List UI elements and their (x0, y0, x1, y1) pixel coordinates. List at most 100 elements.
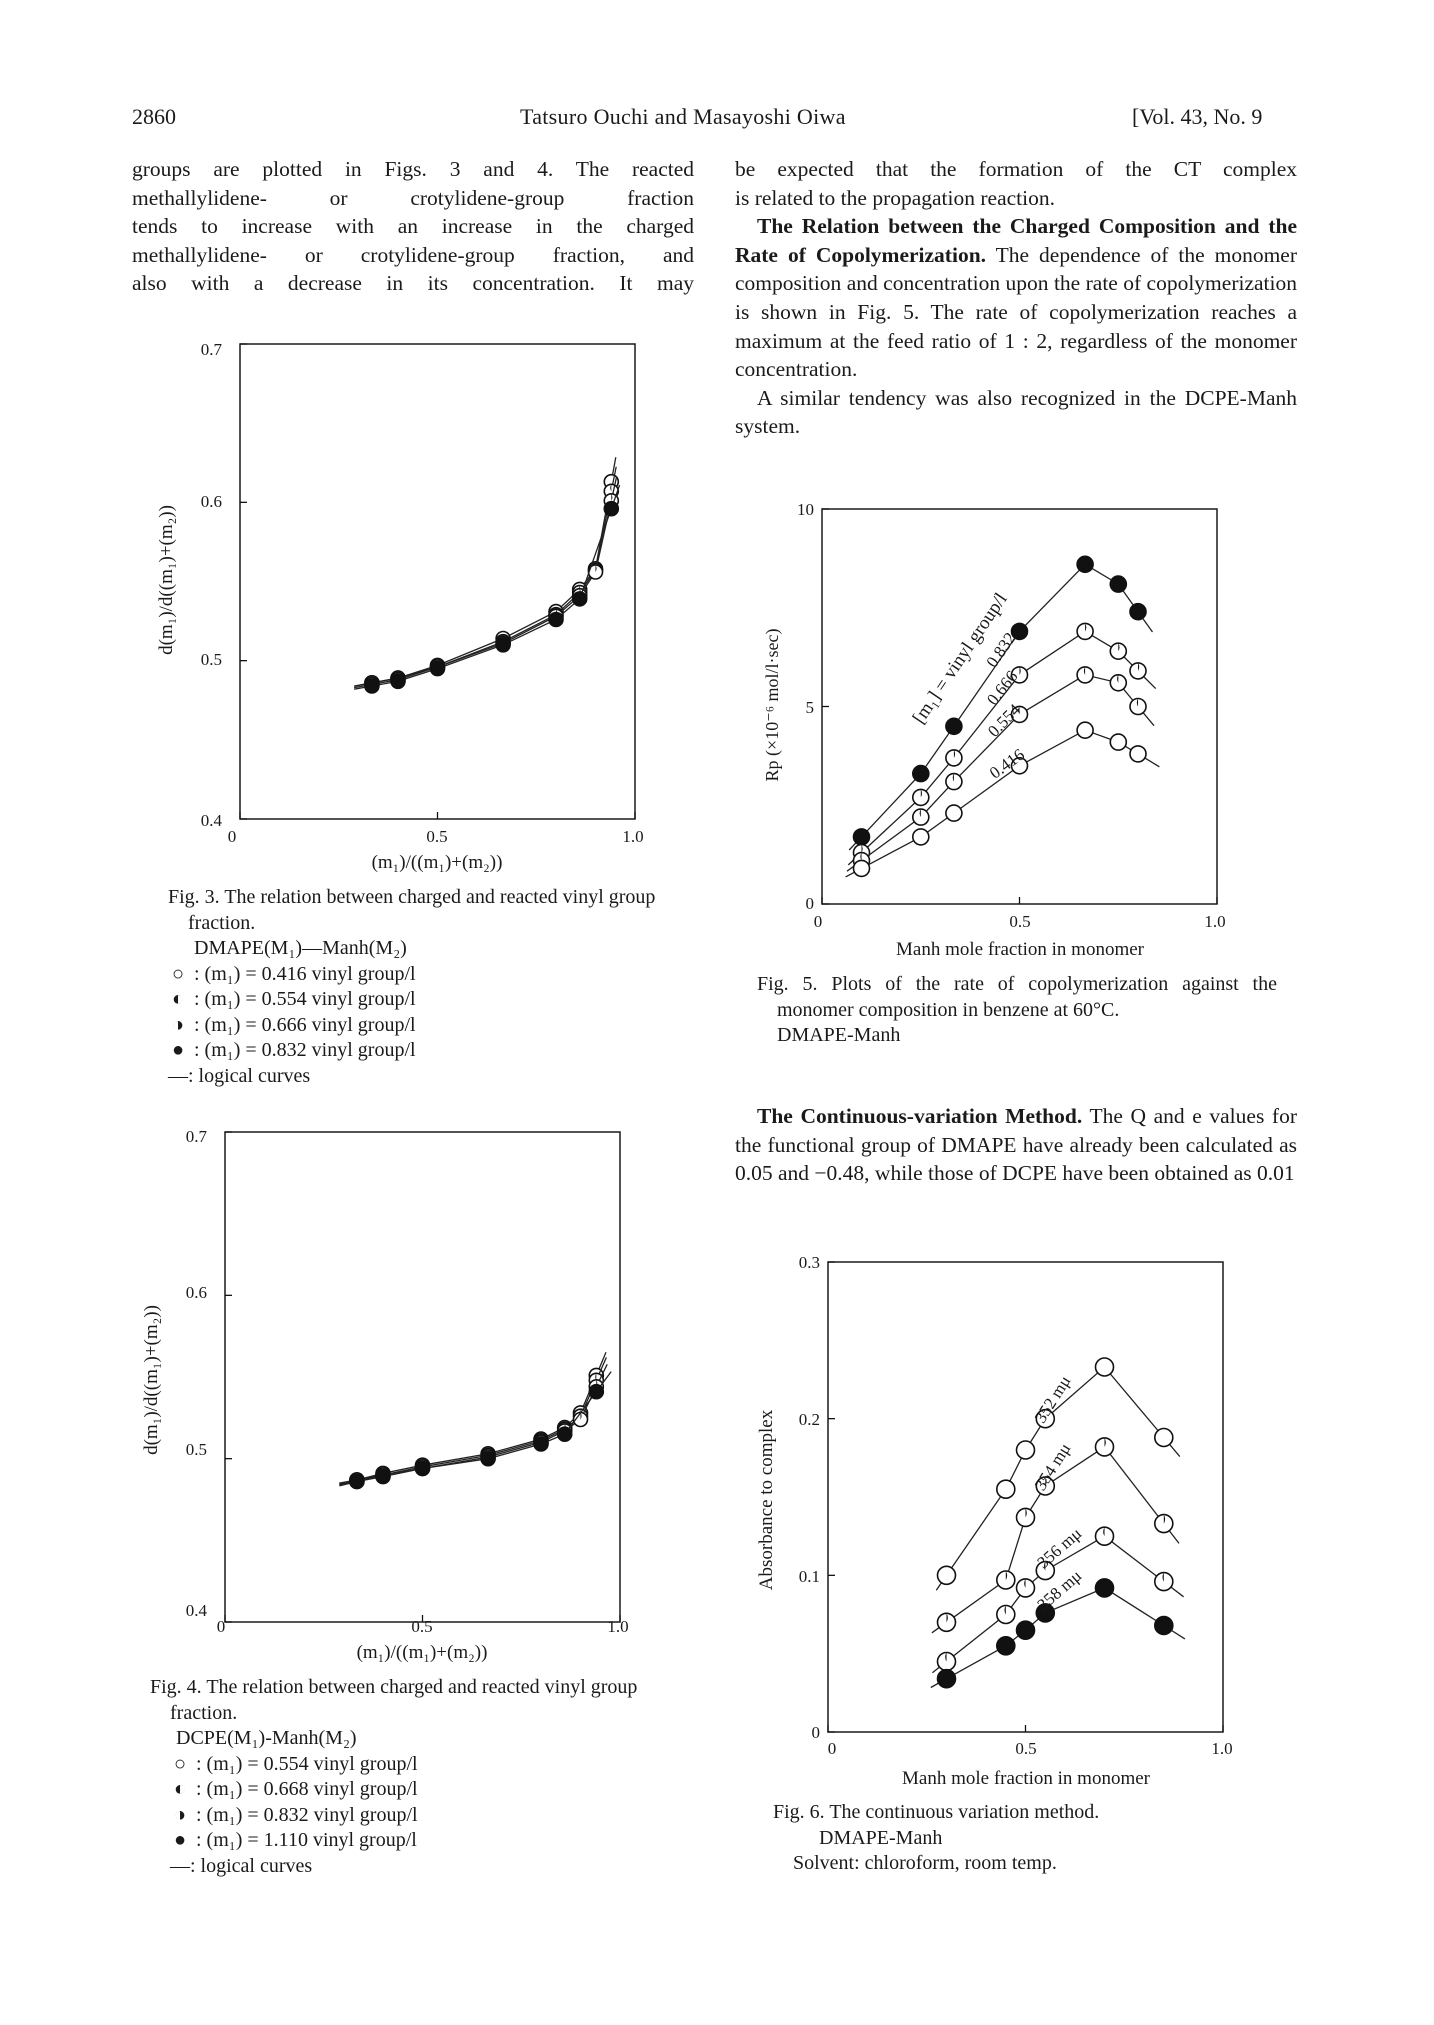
x-tick-label: 0 (828, 1739, 837, 1758)
fig6-chart: 0.3 0.2 0.1 0 0 0.5 1.0 Manh mole fracti… (756, 1253, 1233, 1789)
y-axis-label: Rp (×10⁻⁶ mol/l·sec) (762, 629, 783, 782)
x-axis-label: (m₁)/((m₁)+(m₂)) (357, 1642, 488, 1663)
data-point (349, 1473, 365, 1490)
legend-text: : (m₁) = 0.416 vinyl group/l (194, 962, 416, 985)
data-point (533, 1436, 549, 1452)
text-line: tends to increase with an increase in th… (132, 214, 694, 239)
plot-frame (827, 1261, 1224, 1733)
data-point (1015, 1440, 1036, 1460)
data-point (1076, 666, 1094, 684)
data-point (1129, 745, 1147, 763)
data-point (936, 1651, 957, 1672)
data-point (852, 859, 871, 878)
y-axis-label: d(m₁)/d((m₁)+(m₂)) (156, 505, 177, 655)
fig6-caption-block: Fig. 6. The continuous variation method.… (773, 1800, 1273, 1877)
paragraph: A similar tendency was also recognized i… (735, 385, 1297, 439)
logical-curve (935, 1366, 1181, 1591)
data-point (1010, 666, 1029, 684)
data-point (1094, 1357, 1115, 1377)
fig5-chart: 10 5 0 0 0.5 1.0 Manh mole fraction in m… (762, 500, 1226, 960)
legend-text: : (m₁) = 1.110 vinyl group/l (196, 1829, 417, 1851)
data-point (1035, 1603, 1056, 1623)
data-point (1153, 1427, 1174, 1448)
data-point (548, 611, 564, 628)
data-point (1109, 642, 1128, 660)
fig6-solvent: Solvent: chloroform, room temp. (793, 1852, 1057, 1874)
filled-circle-icon: ● (171, 1039, 185, 1061)
volume-info: [Vol. 43, No. 9 (1132, 104, 1263, 129)
y-tick-label: 0 (806, 894, 815, 913)
logical-curve (354, 476, 618, 689)
legend-item: —: logical curves (150, 1854, 690, 1880)
data-point (912, 764, 930, 783)
legend-text: : (m₁) = 0.554 vinyl group/l (196, 1752, 418, 1775)
data-point (996, 1570, 1016, 1590)
logical-curve (339, 1352, 607, 1485)
running-authors: Tatsuro Ouchi and Masayoshi Oiwa (520, 104, 846, 129)
data-point (1153, 1571, 1174, 1592)
data-point (1109, 674, 1128, 692)
text-line: is related to the propagation reaction. (735, 185, 1055, 210)
data-marks (224, 1131, 621, 1623)
y-tick-label: 0.5 (186, 1440, 207, 1459)
data-point (1076, 622, 1094, 641)
fig3-caption-block: Fig. 3. The relation between charged and… (168, 885, 688, 1089)
data-point (1015, 1507, 1036, 1528)
data-point (945, 717, 963, 736)
data-point (912, 808, 930, 826)
y-tick-label: 0.6 (201, 492, 222, 511)
x-tick-label: 1.0 (1204, 912, 1225, 931)
data-marks (239, 343, 636, 820)
x-axis-label: Manh mole fraction in monomer (896, 939, 1145, 960)
section-body: The dependence of the monomer compositio… (735, 242, 1297, 382)
legend-item: ◑: (m₁) = 0.666 vinyl group/l (168, 1013, 688, 1039)
left-column-text: groups are plotted in Figs. 3 and 4. The… (132, 155, 694, 298)
y-tick-label: 0.7 (201, 340, 223, 359)
legend-item: —: logical curves (168, 1064, 688, 1090)
data-point (1153, 1513, 1174, 1534)
y-axis-label: Absorbance to complex (756, 1409, 777, 1590)
text-line: be expected that the formation of the CT… (735, 157, 1297, 181)
right-half-circle-icon: ◑ (171, 1013, 185, 1036)
data-point (1035, 1560, 1056, 1581)
data-point (1129, 662, 1147, 680)
data-point (1010, 756, 1029, 775)
data-point (495, 636, 511, 653)
data-point (1129, 602, 1147, 621)
data-point (1094, 1437, 1115, 1457)
data-point (996, 1479, 1016, 1499)
text-line: groups are plotted in Figs. 3 and 4. The… (132, 157, 694, 181)
logical-curve (931, 1535, 1184, 1674)
legend-text: —: logical curves (168, 1064, 311, 1087)
left-half-circle-icon: ◐ (171, 988, 185, 1010)
text-line: methallylidene- or crotylidene-group fra… (132, 242, 694, 267)
y-tick-label: 0.4 (201, 811, 223, 830)
data-point (945, 772, 963, 791)
data-point (603, 500, 620, 517)
data-point (390, 673, 406, 690)
fig6-caption: Fig. 6. The continuous variation method. (773, 1801, 1100, 1823)
data-point (996, 1635, 1016, 1656)
y-tick-label: 5 (806, 698, 815, 717)
x-axis-label: (m₁)/((m₁)+(m₂)) (372, 852, 503, 873)
y-axis-label: d(m₁)/d((m₁)+(m₂)) (141, 1305, 162, 1455)
fig4-system: DCPE(M₁)-Manh(M₂) (176, 1727, 357, 1749)
fig4-chart: 0.7 0.6 0.5 0.4 0 0.5 1.0 (m₁)/((m₁)+(m₂… (141, 1127, 629, 1663)
fig4-caption-block: Fig. 4. The relation between charged and… (150, 1675, 690, 1879)
data-point (556, 1426, 573, 1443)
y-tick-label: 0.5 (201, 650, 222, 669)
x-tick-label: 0 (228, 827, 237, 846)
data-point (1094, 1578, 1115, 1598)
data-point (1010, 622, 1029, 641)
section-continuous-variation: The Continuous-variation Method. The Q a… (735, 1102, 1297, 1188)
legend-item: ◑: (m₁) = 0.832 vinyl group/l (150, 1803, 690, 1829)
x-tick-label: 1.0 (622, 827, 643, 846)
series-label: 0.416 (986, 745, 1028, 783)
text-line: methallylidene- or crotylidene-group fra… (132, 185, 694, 210)
x-axis-label: Manh mole fraction in monomer (902, 1768, 1151, 1789)
legend-item: ●: (m₁) = 0.832 vinyl group/l (168, 1038, 688, 1064)
legend-item: ●: (m₁) = 1.110 vinyl group/l (150, 1828, 690, 1854)
legend-text: : (m₁) = 0.832 vinyl group/l (196, 1803, 418, 1826)
data-point (1109, 575, 1128, 593)
